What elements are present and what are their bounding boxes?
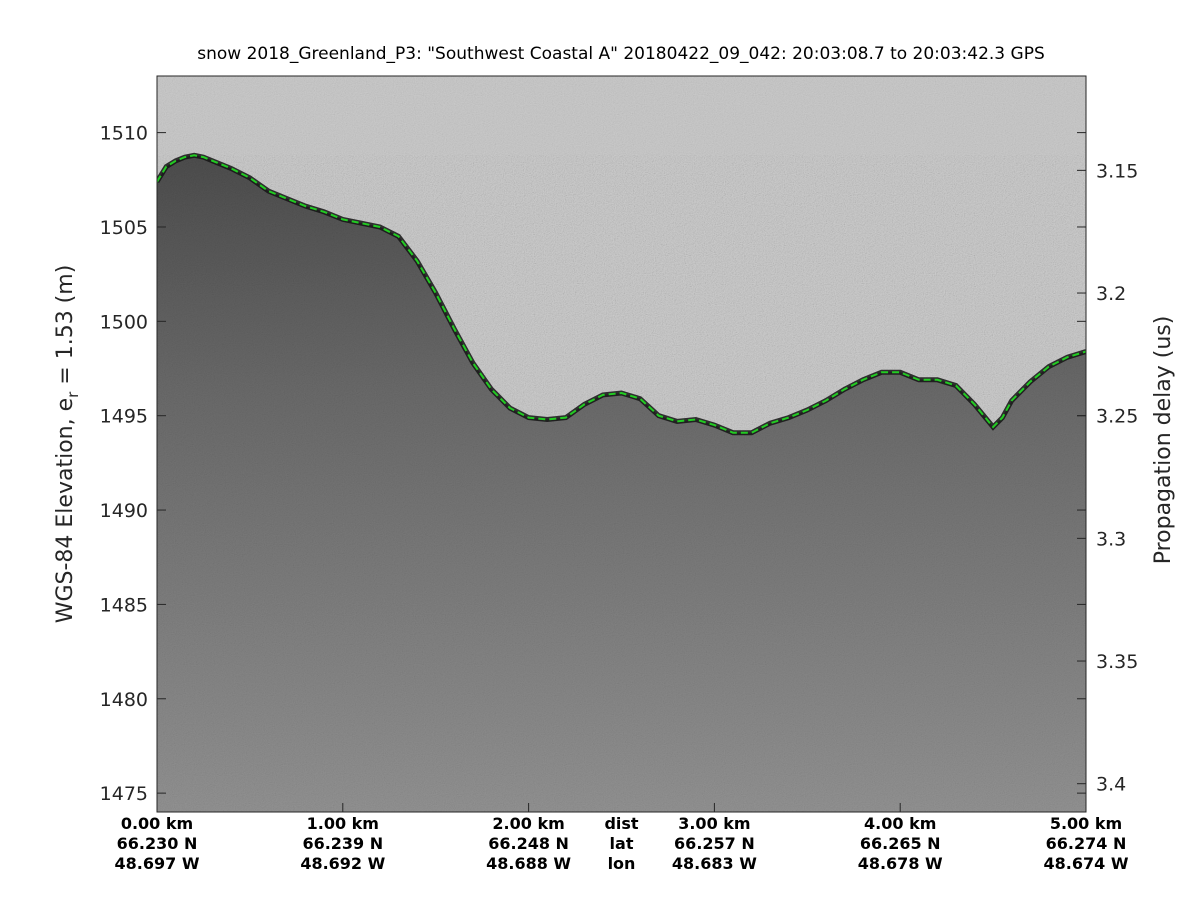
right-axis-label: Propagation delay (us) [1151, 316, 1176, 565]
ice-body [157, 155, 1086, 812]
bottom-lat-label: 66.248 N [488, 834, 569, 853]
left-axis-label-suffix: = 1.53 (m) [53, 265, 78, 392]
bottom-lon-label: 48.683 W [672, 854, 757, 873]
bottom-lat-label: 66.257 N [674, 834, 755, 853]
right-tick-label: 3.4 [1096, 774, 1126, 796]
right-tick-label: 3.2 [1096, 283, 1126, 305]
bottom-lon-label: 48.678 W [858, 854, 943, 873]
left-tick-label: 1505 [100, 217, 148, 239]
bottom-lon-label: 48.674 W [1044, 854, 1129, 873]
left-tick-label: 1480 [100, 689, 148, 711]
right-tick-label: 3.15 [1096, 160, 1138, 182]
bottom-dist-label: 2.00 km [492, 814, 564, 833]
surface-pick-line [157, 154, 1086, 434]
left-tick-label: 1485 [100, 594, 148, 616]
bottom-lat-label: 66.239 N [302, 834, 383, 853]
bottom-dist-label: 4.00 km [864, 814, 936, 833]
bottom-dist-label: 0.00 km [121, 814, 193, 833]
chart-title: snow 2018_Greenland_P3: "Southwest Coast… [197, 44, 1045, 64]
left-tick-label: 1495 [100, 406, 148, 428]
right-axis: 3.15 3.2 3.25 3.3 3.35 3.4 [1077, 160, 1138, 796]
plot-area [157, 76, 1086, 812]
left-axis-label-subscript: r [64, 391, 82, 398]
bottom-lon-label: 48.697 W [115, 854, 200, 873]
left-tick-label: 1500 [100, 311, 148, 333]
left-tick-label: 1510 [100, 123, 148, 145]
right-tick-label: 3.35 [1096, 651, 1138, 673]
bottom-lat-label: 66.274 N [1046, 834, 1127, 853]
bottom-lat-label: 66.230 N [117, 834, 198, 853]
right-tick-label: 3.25 [1096, 406, 1138, 428]
bottom-lat-label: 66.265 N [860, 834, 941, 853]
bottom-lon-label: 48.692 W [300, 854, 385, 873]
bottom-lat-label: lat [610, 834, 634, 853]
bottom-dist-label: 1.00 km [307, 814, 379, 833]
left-axis-label-main: WGS-84 Elevation, e [53, 398, 78, 623]
bottom-dist-label: 3.00 km [678, 814, 750, 833]
left-tick-label: 1475 [100, 783, 148, 805]
plot-frame [156, 75, 1087, 813]
bottom-lon-label: lon [608, 854, 636, 873]
bottom-dist-label: 5.00 km [1050, 814, 1122, 833]
left-axis-label: WGS-84 Elevation, er = 1.53 (m) [53, 265, 82, 624]
bottom-dist-label: dist [604, 814, 638, 833]
bottom-lon-label: 48.688 W [486, 854, 571, 873]
left-tick-label: 1490 [100, 500, 148, 522]
right-tick-label: 3.3 [1096, 528, 1126, 550]
left-axis: 1475 1480 1485 1490 1495 1500 1505 1510 [100, 123, 1086, 805]
